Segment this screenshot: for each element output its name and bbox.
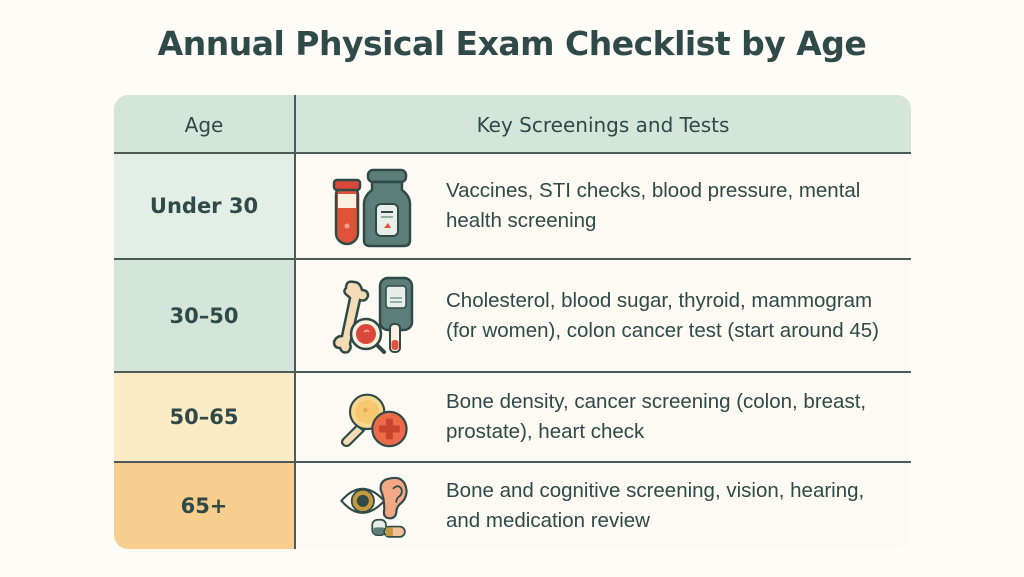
eye-ear-pills-icon — [340, 476, 408, 538]
screenings-cell: Cholesterol, blood sugar, thyroid, mammo… — [296, 260, 911, 371]
table-row: Under 30 Vaccines, STI checks, blood pre… — [114, 154, 911, 260]
test-tube-and-vaccine-vial-icon — [332, 168, 412, 248]
header-screenings: Key Screenings and Tests — [476, 113, 730, 137]
screenings-cell: Bone and cognitive screening, vision, he… — [296, 463, 911, 549]
screenings-text: Cholesterol, blood sugar, thyroid, mammo… — [446, 288, 879, 342]
table-row: 65+ Bone and cognitive screening, vision… — [114, 463, 911, 549]
screenings-cell: Vaccines, STI checks, blood pressure, me… — [296, 154, 911, 258]
header-age: Age — [184, 113, 224, 137]
bone-magnifier-glucose-meter-icon — [332, 276, 414, 354]
checklist-table: Age Key Screenings and Tests Under 30 Va… — [114, 95, 911, 549]
screenings-cell: Bone density, cancer screening (colon, b… — [296, 373, 911, 461]
age-cell: 50–65 — [114, 373, 294, 461]
screenings-text: Vaccines, STI checks, blood pressure, me… — [446, 179, 861, 232]
page-title: Annual Physical Exam Checklist by Age — [157, 24, 867, 63]
magnifier-medical-cross-icon — [340, 393, 408, 448]
column-divider — [294, 95, 296, 549]
table-row: 30–50 Cholesterol, blood sugar, thyroid,… — [114, 260, 911, 373]
table-row: 50–65 Bone density, cancer screening (co… — [114, 373, 911, 463]
screenings-text: Bone density, cancer screening (colon, b… — [446, 390, 867, 443]
age-cell: Under 30 — [114, 154, 294, 258]
table-header: Age Key Screenings and Tests — [114, 95, 911, 154]
screenings-text: Bone and cognitive screening, vision, he… — [446, 479, 865, 532]
age-cell: 30–50 — [114, 260, 294, 371]
age-cell: 65+ — [114, 463, 294, 549]
